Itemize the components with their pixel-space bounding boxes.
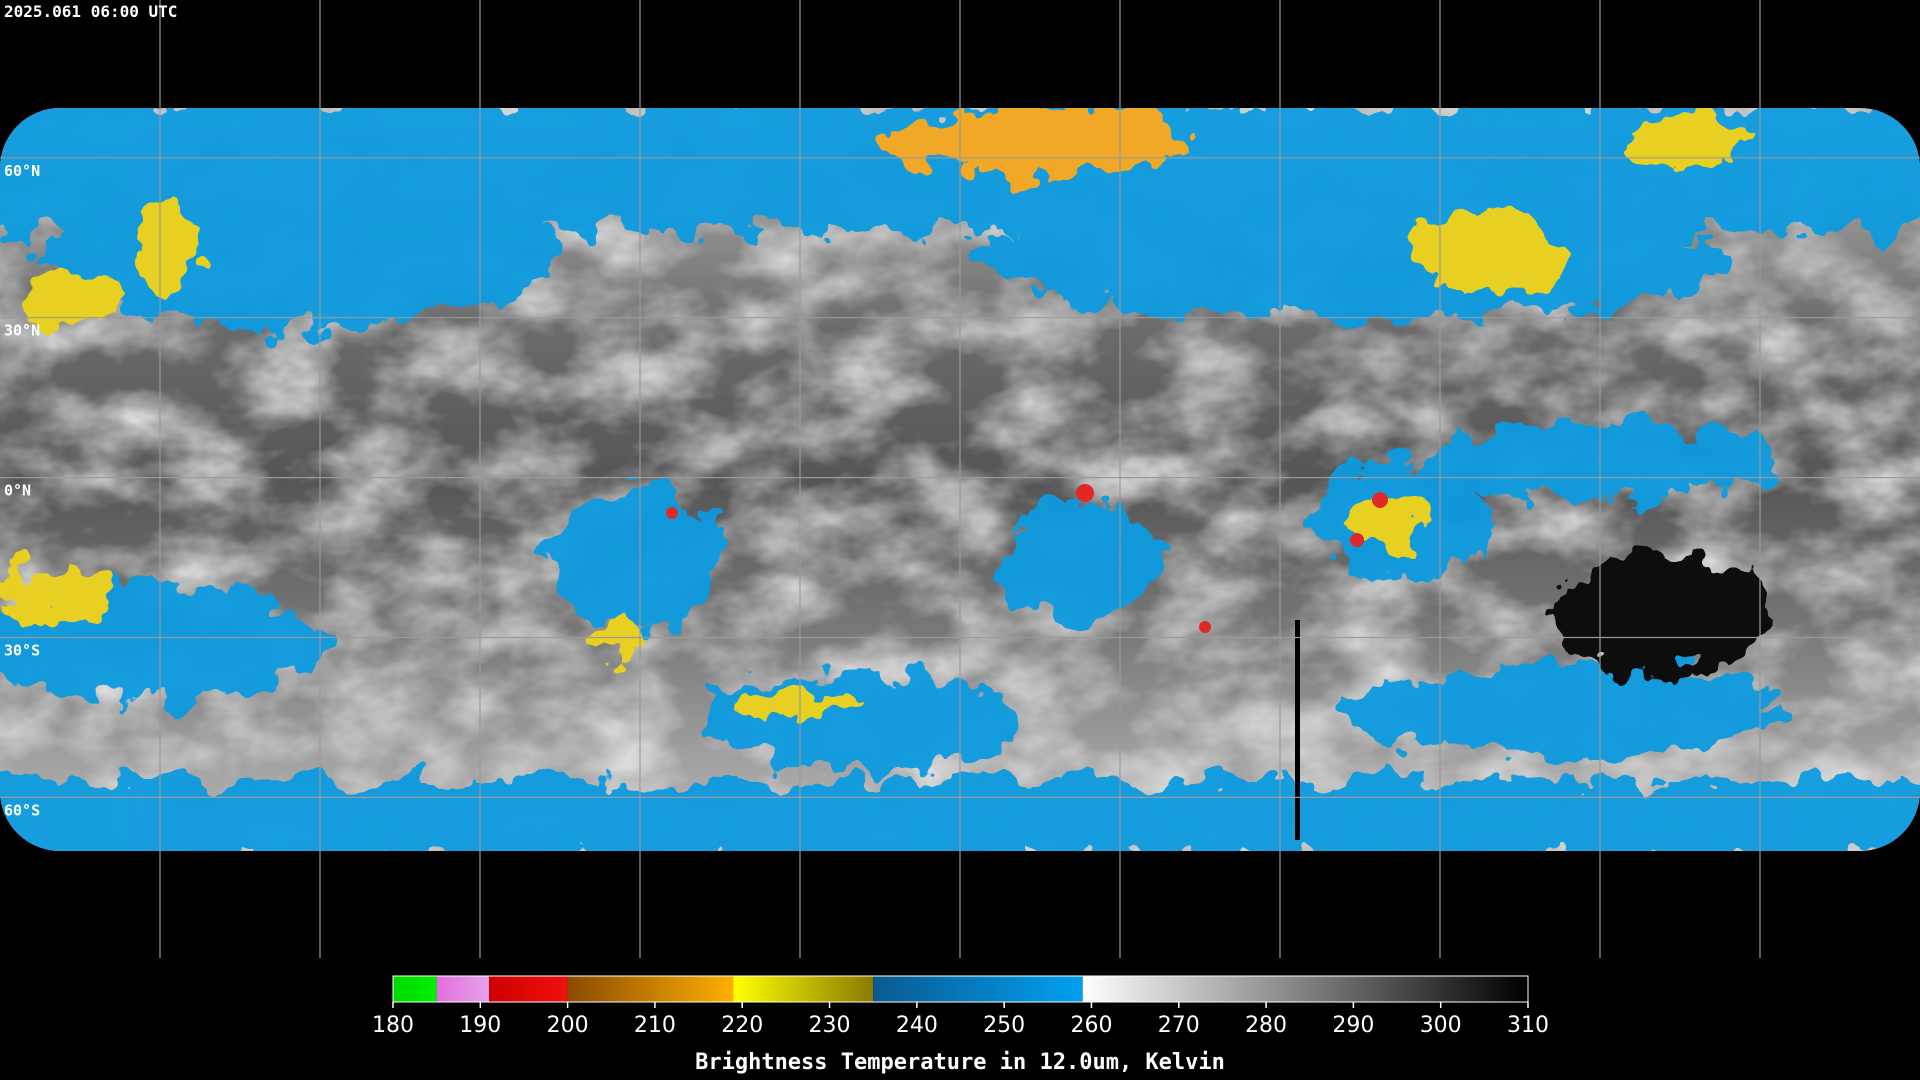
latitude-label: 0°N xyxy=(4,482,31,500)
colorbar-tick-label: 220 xyxy=(721,1013,763,1038)
colorbar-tick-label: 200 xyxy=(547,1013,589,1038)
colorbar-tick-label: 280 xyxy=(1245,1013,1287,1038)
colorbar-tick-label: 270 xyxy=(1158,1013,1200,1038)
colorbar-tick-label: 290 xyxy=(1332,1013,1374,1038)
colorbar-segment xyxy=(567,976,734,1002)
latitude-label: 60°S xyxy=(4,801,40,819)
colorbar-tick-label: 230 xyxy=(809,1013,851,1038)
colorbar: 180 190 200 210 220 230 240 250 260 270 280 290 300 3… xyxy=(372,975,1549,1038)
colorbar-tick-label: 310 xyxy=(1507,1013,1549,1038)
colorbar-segment xyxy=(1082,976,1528,1002)
latitude-label: 60°N xyxy=(4,162,40,180)
colorbar-frame xyxy=(392,975,1529,1003)
colorbar-tick-label: 250 xyxy=(983,1013,1025,1038)
colorbar-tick-label: 190 xyxy=(459,1013,501,1038)
colorbar-segment xyxy=(489,976,568,1002)
latitude-label: 30°S xyxy=(4,642,40,660)
longitude-lines xyxy=(159,0,1761,958)
colorbar-tick-label: 240 xyxy=(896,1013,938,1038)
colorbar-title: Brightness Temperature in 12.0um, Kelvin xyxy=(695,1050,1225,1075)
colorbar-tick-label: 210 xyxy=(634,1013,676,1038)
colorbar-segment xyxy=(733,976,874,1002)
timestamp: 2025.061 06:00 UTC xyxy=(4,2,177,21)
colorbar-segment xyxy=(436,976,490,1002)
colorbar-tick-label: 300 xyxy=(1420,1013,1462,1038)
data-gap xyxy=(1295,620,1300,840)
latitude-label: 30°N xyxy=(4,322,40,340)
colorbar-tick-label: 260 xyxy=(1070,1013,1112,1038)
colorbar-segment xyxy=(873,976,1083,1002)
colorbar-segment xyxy=(393,976,437,1002)
colorbar-tick-label: 180 xyxy=(372,1013,414,1038)
latitude-lines: 60°N 30°N 0°N 30°S 60°S xyxy=(0,157,1920,819)
